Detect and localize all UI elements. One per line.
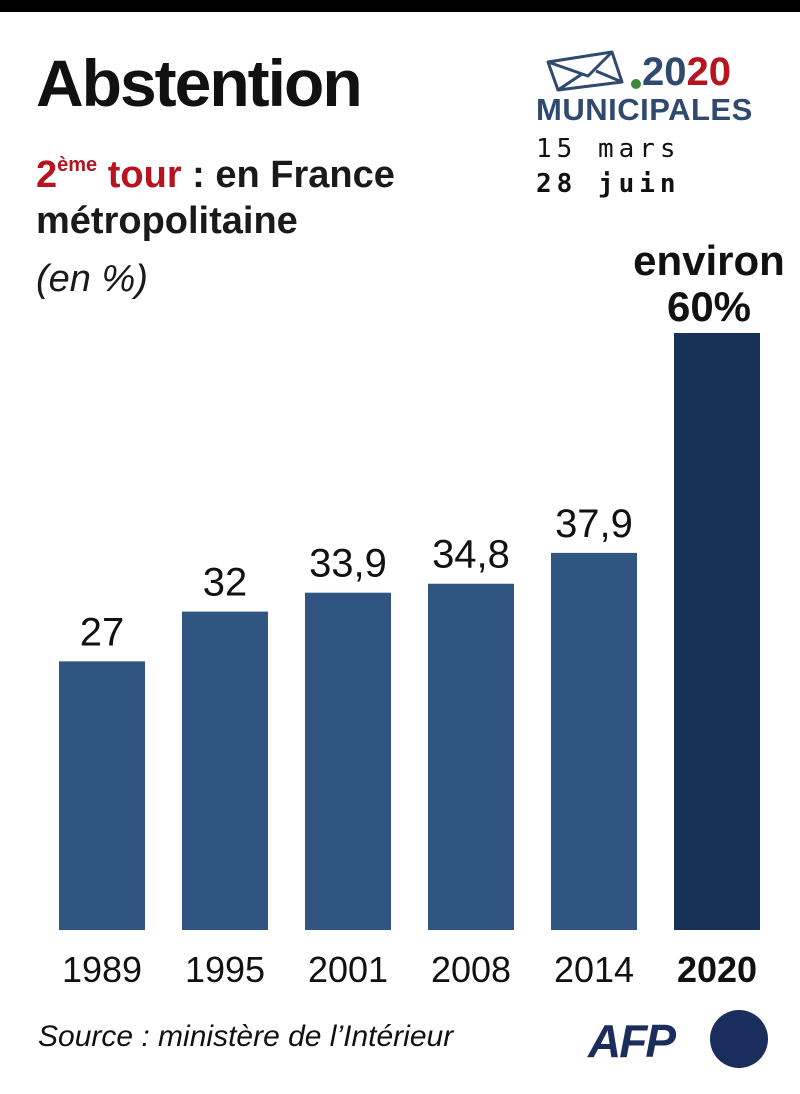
afp-logo: AFP xyxy=(588,1010,778,1070)
bar-2008 xyxy=(428,583,514,930)
subtitle-tour-number: 2 xyxy=(36,154,58,196)
x-tick-1989: 1989 xyxy=(62,949,142,990)
afp-logo-text: AFP xyxy=(588,1015,676,1067)
bar-2014 xyxy=(551,552,637,930)
logo-date-first-round: 15 mars xyxy=(536,134,681,164)
bar-2020 xyxy=(674,333,760,930)
logo-year-part2: 20 xyxy=(686,50,732,94)
subtitle-rest: : en France métropolitaine xyxy=(36,154,395,242)
subtitle-tour: 2ème tour xyxy=(36,154,182,196)
data-label-2014: 37,9 xyxy=(555,502,633,546)
bar-1989 xyxy=(59,661,145,930)
subtitle-tour-word: tour xyxy=(107,154,182,196)
bar-2001 xyxy=(305,592,391,930)
subtitle: 2ème tour : en France métropolitaine xyxy=(36,152,496,244)
unit-label: (en %) xyxy=(36,258,148,300)
x-tick-2008: 2008 xyxy=(431,949,511,990)
data-label-2008: 34,8 xyxy=(432,533,510,577)
x-tick-2001: 2001 xyxy=(308,949,388,990)
data-label-2001: 33,9 xyxy=(309,542,387,586)
logo-date-second-round: 28 juin xyxy=(536,169,681,199)
page-title: Abstention xyxy=(36,46,363,120)
x-tick-2014: 2014 xyxy=(554,949,634,990)
logo-year: 2020 xyxy=(642,50,731,95)
x-tick-2020: 2020 xyxy=(677,949,757,990)
bar-1995 xyxy=(182,611,268,930)
ballot-envelope-icon xyxy=(546,50,641,92)
data-label-1989: 27 xyxy=(80,610,125,654)
abstention-bar-chart: 27 1989 32 1995 33,9 2001 34,8 2008 37,9 2014 envi… xyxy=(59,237,785,990)
data-label-2020-line2: 60% xyxy=(667,283,751,330)
x-tick-1995: 1995 xyxy=(185,949,265,990)
data-label-2020-line1: environ xyxy=(633,237,785,284)
logo-year-part1: 20 xyxy=(642,50,687,94)
data-label-1995: 32 xyxy=(203,561,248,605)
top-bar xyxy=(0,0,800,12)
logo-label: MUNICIPALES xyxy=(536,92,753,127)
afp-logo-dot xyxy=(710,1010,768,1068)
source-note: Source : ministère de l’Intérieur xyxy=(38,1020,454,1053)
subtitle-tour-sup: ème xyxy=(57,154,98,176)
